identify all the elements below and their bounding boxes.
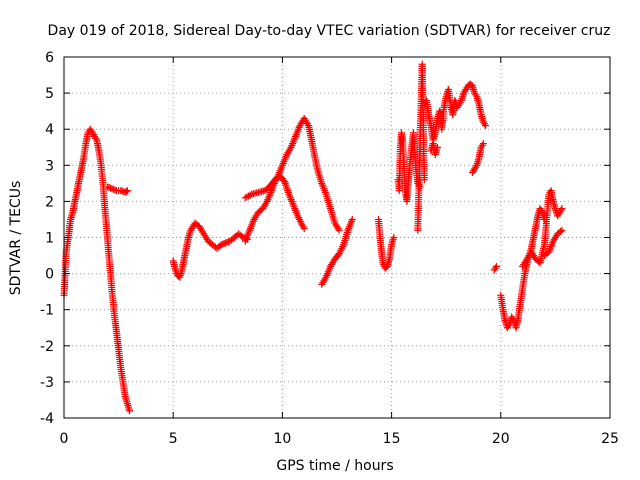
data-point: [390, 234, 398, 241]
x-tick-label: 15: [383, 431, 401, 447]
data-point: [558, 205, 566, 213]
y-tick-label: 5: [45, 86, 54, 102]
data-point: [478, 141, 486, 149]
y-tick-label: 2: [45, 194, 54, 210]
data-point: [433, 143, 441, 151]
x-tick-label: 25: [601, 431, 619, 447]
data-point: [279, 176, 287, 184]
data-points: [60, 60, 566, 415]
x-tick-label: 20: [492, 431, 510, 447]
series-10: [423, 80, 490, 144]
series-11: [427, 140, 441, 158]
series-13: [490, 262, 500, 274]
x-tick-label: 0: [60, 431, 69, 447]
y-tick-label: -4: [40, 411, 54, 427]
data-point: [420, 176, 428, 184]
y-tick-label: 1: [45, 231, 54, 247]
y-tick-label: -2: [40, 339, 54, 355]
data-point: [491, 264, 499, 272]
series-7: [374, 215, 398, 272]
y-tick-label: -1: [40, 303, 54, 319]
series-5: [241, 172, 308, 245]
data-point: [111, 186, 119, 194]
y-tick-label: 4: [45, 122, 54, 138]
data-point: [556, 227, 564, 235]
x-axis-label: GPS time / hours: [276, 458, 393, 474]
data-point: [482, 122, 490, 130]
y-tick-label: 3: [45, 158, 54, 174]
x-tick-label: 10: [273, 431, 291, 447]
y-tick-label: -3: [40, 375, 54, 391]
data-point: [126, 407, 134, 415]
series-16: [540, 226, 566, 260]
series-4: [241, 114, 343, 234]
axis-tick-labels: 0 5 10 15 20 25 -4 -3 -2 -1 0 1 2 3 4 5 6: [40, 50, 619, 447]
series-12: [468, 140, 487, 177]
data-point: [492, 262, 500, 270]
grid: [64, 57, 610, 418]
x-tick-label: 5: [169, 431, 178, 447]
data-point: [300, 224, 308, 232]
data-point: [348, 215, 356, 223]
data-point: [123, 187, 131, 195]
chart-title: Day 019 of 2018, Sidereal Day-to-day VTE…: [48, 23, 611, 39]
series-15: [519, 187, 566, 270]
data-point: [479, 140, 487, 148]
data-point: [246, 191, 254, 199]
series-9: [414, 60, 428, 234]
series-3: [169, 219, 251, 281]
y-tick-label: 6: [45, 50, 54, 66]
data-point: [558, 226, 566, 234]
series-2: [104, 183, 131, 196]
data-point: [122, 187, 130, 195]
data-point: [335, 226, 343, 234]
series-6: [318, 215, 356, 288]
series-1: [60, 125, 134, 415]
y-tick-label: 0: [45, 267, 54, 283]
y-axis-label: SDTVAR / TECUs: [8, 181, 24, 296]
axis-ticks: [63, 56, 611, 419]
